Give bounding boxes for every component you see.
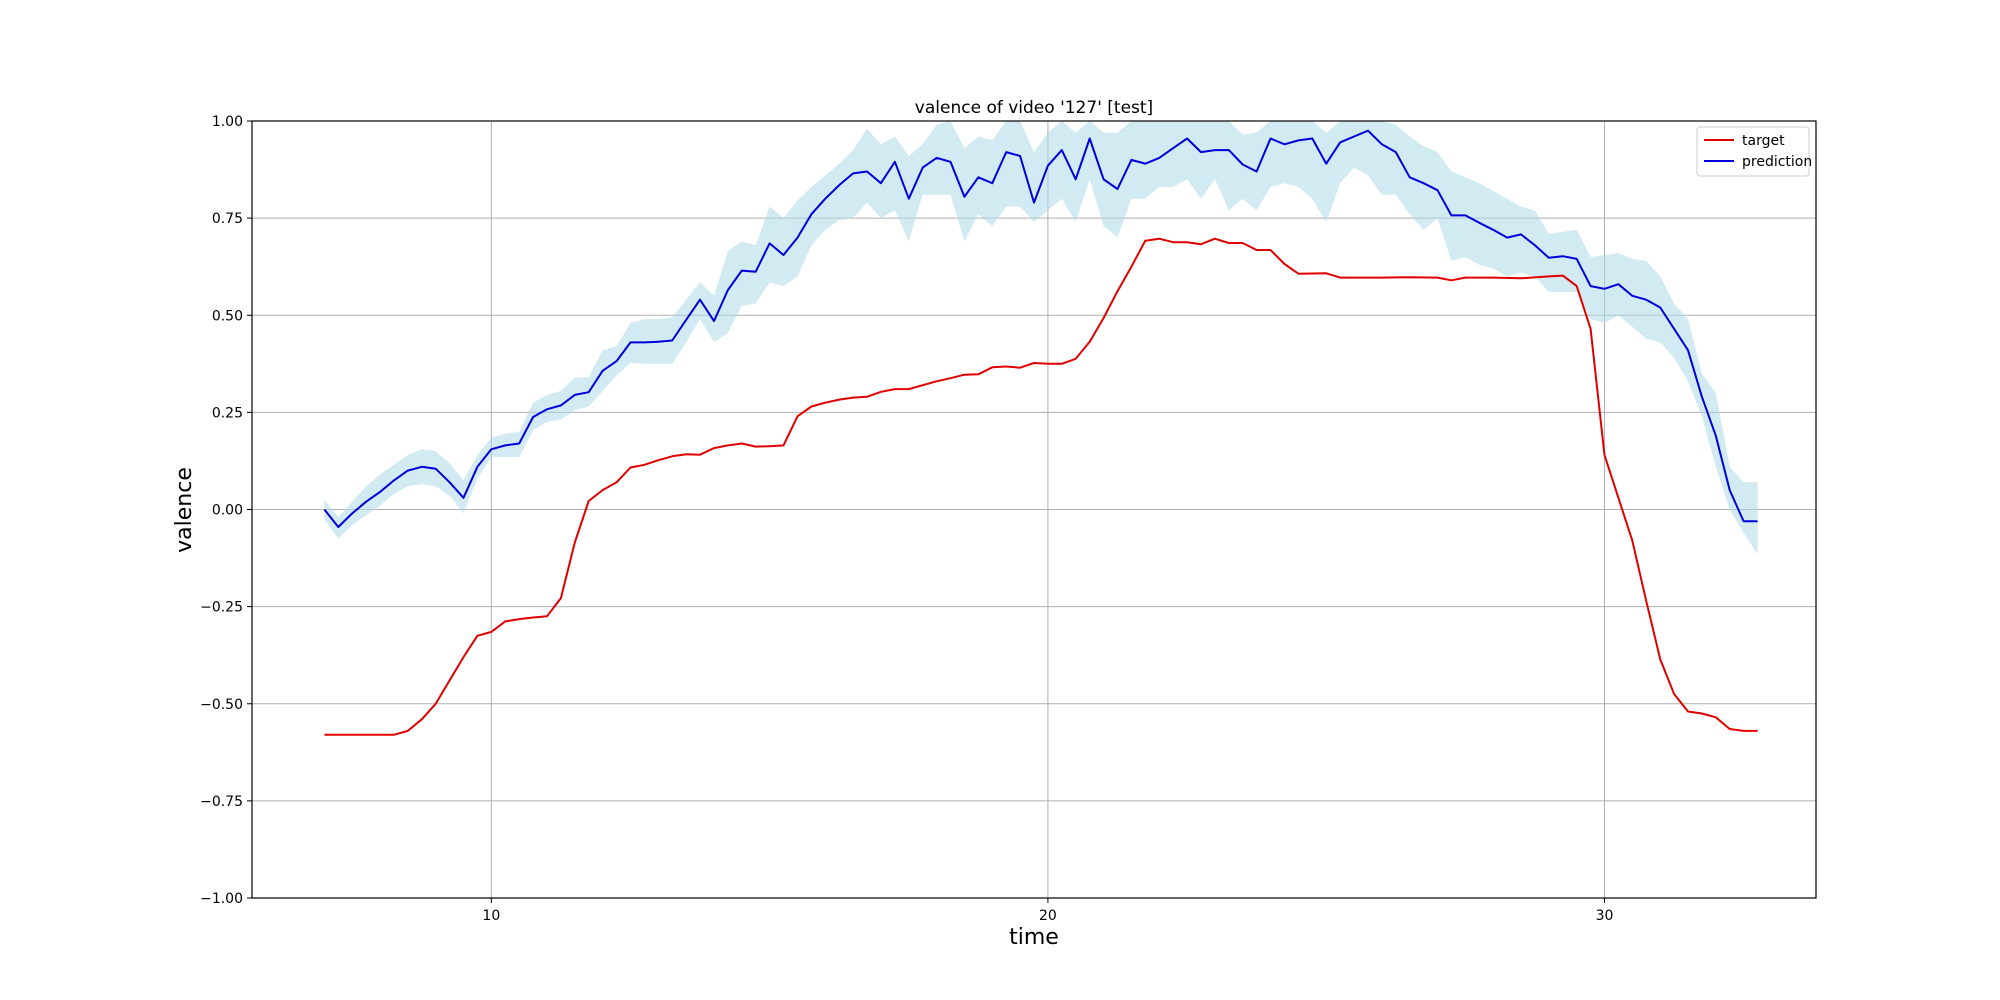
y-tick-label: −1.00: [200, 891, 243, 907]
confidence-band-layer: [324, 121, 1758, 555]
prediction-line: [323, 129, 1758, 528]
y-tick-label: 0.25: [212, 405, 243, 421]
y-tick-label: 0.00: [212, 503, 243, 519]
tick-layer: 10 20 30 −1.00 −0.75 −0.50 −0.25 0.00 0.25 0.50 0.…: [200, 114, 1613, 924]
x-tick-label: 10: [482, 908, 500, 924]
y-tick-label: −0.50: [200, 697, 243, 713]
legend: target prediction: [1696, 126, 1812, 177]
y-tick-label: 0.50: [212, 308, 243, 324]
y-tick-label: −0.25: [200, 600, 243, 616]
y-axis-title: valence: [172, 467, 197, 553]
prediction-confidence-band: [324, 121, 1758, 555]
x-axis-title: time: [1009, 925, 1059, 950]
y-tick-label: −0.75: [200, 794, 243, 810]
x-tick-label: 30: [1596, 908, 1614, 924]
grid: [252, 120, 1816, 899]
x-tick-label: 20: [1039, 908, 1057, 924]
y-tick-label: 1.00: [212, 114, 243, 130]
chart-title: valence of video '127' [test]: [915, 98, 1153, 118]
legend-label-target: target: [1742, 133, 1785, 149]
target-line: [324, 237, 1758, 736]
legend-label-prediction: prediction: [1742, 154, 1812, 170]
y-tick-label: 0.75: [212, 211, 243, 227]
series-layer: [323, 129, 1758, 736]
